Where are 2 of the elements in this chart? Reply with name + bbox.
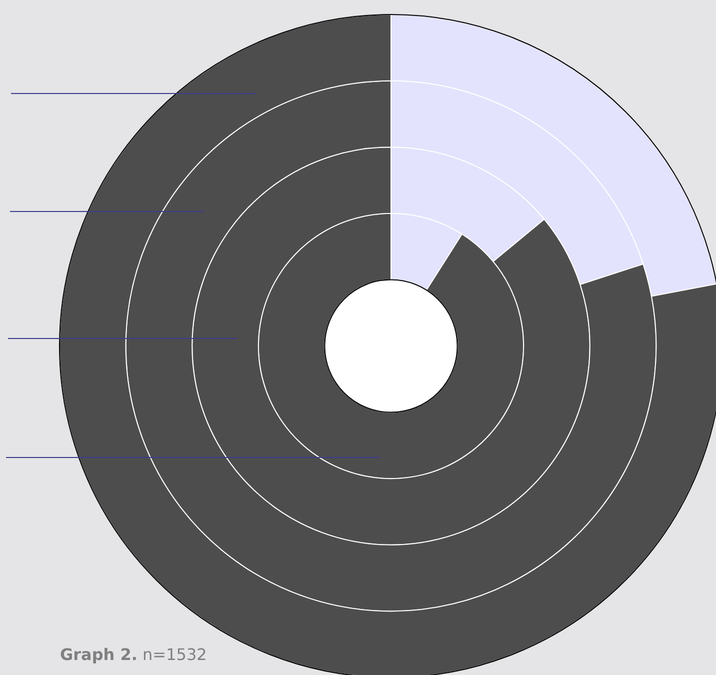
text: n=1532 (142, 645, 207, 664)
caption: Graph 2. (60, 645, 138, 664)
